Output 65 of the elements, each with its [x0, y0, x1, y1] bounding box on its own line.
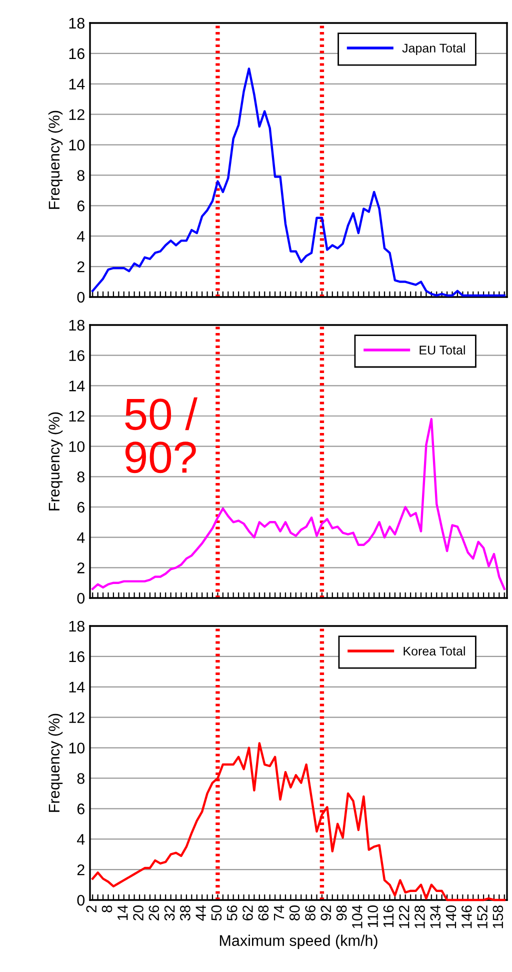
y-tick-label: 4	[76, 532, 85, 543]
x-tick-label: 104	[352, 905, 362, 928]
y-axis-title: Frequency (%)	[48, 714, 63, 812]
x-tick-label: 20	[133, 905, 144, 920]
x-axis-title: Maximum speed (km/h)	[220, 934, 378, 949]
y-tick-label: 14	[69, 682, 85, 692]
x-tick-label: 32	[164, 906, 175, 921]
x-tick-label: 140	[446, 905, 456, 928]
y-tick-label: 12	[69, 410, 84, 422]
y-tick-label: 0	[77, 894, 85, 906]
y-axis-title: Frequency (%)	[48, 412, 63, 510]
y-tick-label: 10	[69, 742, 85, 754]
x-tick-label: 92	[320, 906, 332, 920]
annotation: 50 / 90?	[125, 397, 198, 474]
x-tick-label: 158	[492, 905, 504, 928]
x-tick-label: 122	[398, 906, 410, 928]
x-tick-label: 2	[86, 906, 96, 912]
x-tick-label: 152	[477, 906, 488, 928]
legend-label: EU Total	[420, 345, 465, 355]
y-tick-label: 12	[69, 712, 84, 723]
x-tick-label: 134	[430, 905, 441, 928]
legend-label: Korea Total	[404, 646, 465, 656]
x-tick-label: 38	[180, 905, 190, 921]
x-tick-label: 56	[226, 906, 238, 920]
y-axis-title: Frequency (%)	[48, 110, 63, 209]
y-tick-label: 18	[69, 320, 84, 331]
x-tick-label: 74	[274, 905, 284, 920]
x-tick-label: 44	[196, 905, 206, 921]
y-tick-label: 8	[77, 773, 84, 784]
y-tick-label: 6	[77, 502, 84, 513]
y-tick-label: 6	[77, 200, 84, 212]
y-tick-label: 4	[76, 231, 85, 242]
y-tick-label: 2	[77, 562, 84, 574]
x-tick-label: 68	[258, 905, 269, 920]
y-tick-label: 2	[77, 261, 84, 272]
x-tick-label: 50	[211, 905, 222, 920]
x-tick-label: 116	[383, 906, 394, 928]
x-tick-label: 14	[118, 905, 128, 920]
y-tick-label: 8	[77, 472, 84, 482]
y-tick-label: 14	[69, 78, 85, 90]
y-tick-label: 16	[69, 651, 84, 662]
legend-label: Japan Total	[402, 43, 465, 56]
y-tick-label: 2	[77, 864, 84, 876]
y-tick-label: 12	[69, 109, 84, 120]
x-tick-label: 128	[414, 905, 425, 928]
y-tick-label: 4	[76, 834, 85, 845]
y-tick-label: 8	[77, 170, 84, 181]
y-tick-label: 18	[69, 18, 84, 29]
x-tick-label: 26	[148, 906, 160, 920]
x-tick-label: 146	[461, 906, 472, 928]
x-tick-label: 110	[368, 905, 378, 928]
x-tick-label: 8	[102, 905, 112, 912]
y-tick-label: 0	[77, 292, 85, 303]
y-tick-label: 16	[69, 350, 84, 362]
x-tick-label: 98	[336, 905, 347, 920]
x-tick-label: 62	[242, 906, 253, 920]
y-tick-label: 18	[69, 620, 84, 632]
x-tick-label: 80	[289, 905, 300, 920]
x-tick-label: 86	[305, 906, 316, 920]
y-tick-label: 16	[69, 48, 84, 60]
y-tick-label: 10	[69, 140, 85, 150]
y-tick-label: 0	[77, 592, 85, 604]
y-tick-label: 6	[77, 804, 84, 814]
y-tick-label: 14	[69, 380, 85, 392]
y-tick-label: 10	[69, 441, 85, 452]
